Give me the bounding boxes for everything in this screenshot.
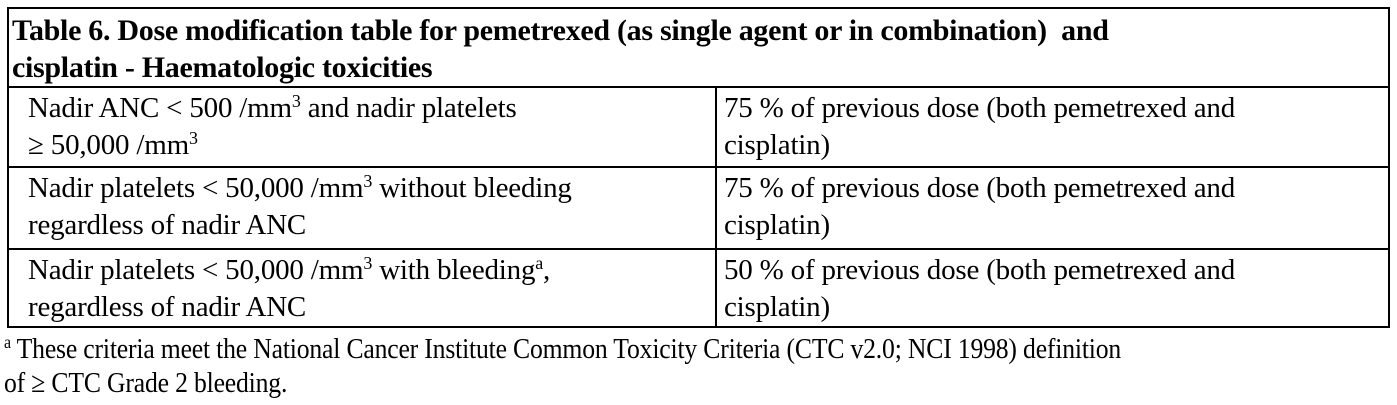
dose-modification-table: Table 6. Dose modification table for pem… xyxy=(7,7,1390,328)
table-title-line-2: cisplatin - Haematologic toxicities xyxy=(12,51,433,84)
table-footnote: a These criteria meet the National Cance… xyxy=(4,332,1385,400)
condition-cell: Nadir ANC < 500 /mm3 and nadir platelets… xyxy=(9,88,717,166)
table-title: Table 6. Dose modification table for pem… xyxy=(9,9,1388,88)
table-row: Nadir ANC < 500 /mm3 and nadir platelets… xyxy=(9,88,1388,168)
dose-action-cell: 50 % of previous dose (both pemetrexed a… xyxy=(717,250,1388,326)
condition-text-line: regardless of nadir ANC xyxy=(28,209,307,241)
condition-text-line: Nadir ANC < 500 /mm3 and nadir platelets xyxy=(28,91,517,124)
footnote-line-2: of ≥ CTC Grade 2 bleeding. xyxy=(4,367,288,399)
table-title-line-1: Table 6. Dose modification table for pem… xyxy=(12,14,1109,47)
table-row: Nadir platelets < 50,000 /mm3 with bleed… xyxy=(9,250,1388,326)
condition-text-line: ≥ 50,000 /mm3 xyxy=(28,128,198,161)
dose-action-text-line: 75 % of previous dose (both pemetrexed a… xyxy=(724,172,1236,204)
condition-text-line: regardless of nadir ANC xyxy=(28,291,307,323)
condition-cell: Nadir platelets < 50,000 /mm3 without bl… xyxy=(9,168,717,248)
footnote-line-1: a These criteria meet the National Cance… xyxy=(4,332,1122,365)
dose-action-text-line: cisplatin) xyxy=(724,129,830,161)
dose-action-text-line: 75 % of previous dose (both pemetrexed a… xyxy=(724,92,1236,124)
dose-action-cell: 75 % of previous dose (both pemetrexed a… xyxy=(717,88,1388,166)
condition-cell: Nadir platelets < 50,000 /mm3 with bleed… xyxy=(9,250,717,326)
condition-text-line: Nadir platelets < 50,000 /mm3 without bl… xyxy=(28,171,572,204)
dose-action-cell: 75 % of previous dose (both pemetrexed a… xyxy=(717,168,1388,248)
dose-action-text-line: cisplatin) xyxy=(724,209,830,241)
dose-action-text-line: cisplatin) xyxy=(724,291,830,323)
table-row: Nadir platelets < 50,000 /mm3 without bl… xyxy=(9,168,1388,250)
dose-action-text-line: 50 % of previous dose (both pemetrexed a… xyxy=(724,254,1236,286)
condition-text-line: Nadir platelets < 50,000 /mm3 with bleed… xyxy=(28,253,551,286)
